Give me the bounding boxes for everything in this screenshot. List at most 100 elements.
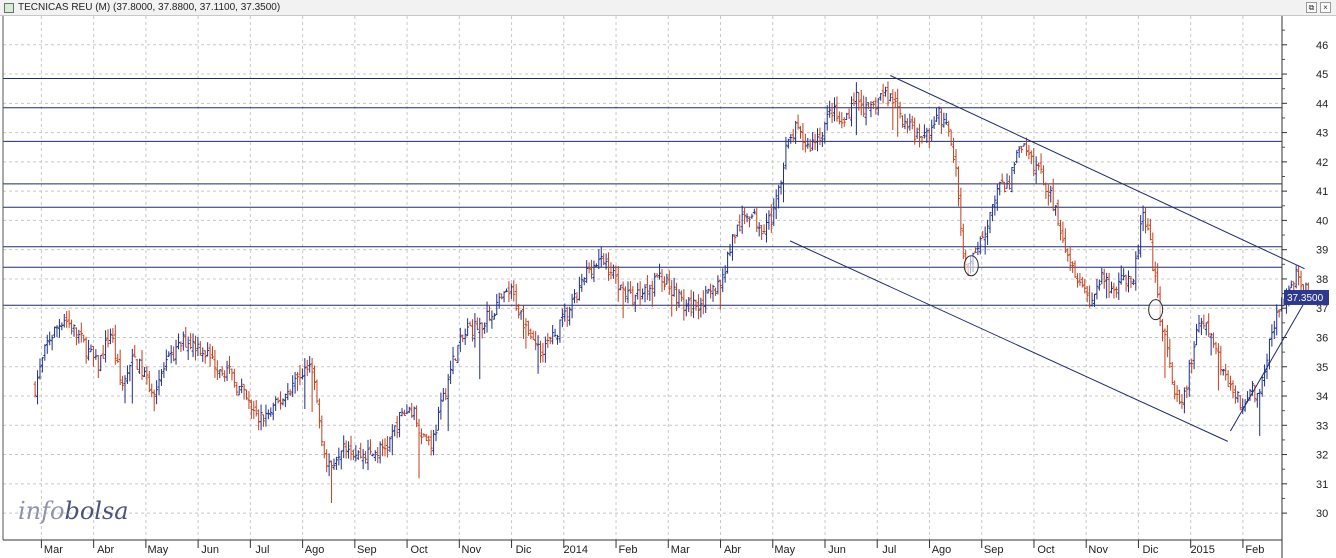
x-tick-label: Sep [984,544,1004,556]
ohlc-bar [716,275,720,295]
ohlc-bar [995,183,999,211]
ohlc-bar [247,391,251,409]
ohlc-bar [918,123,922,148]
ohlc-bar [1204,322,1208,336]
trendlines [789,75,1310,442]
y-tick-label: 33 [1316,420,1328,432]
ohlc-bar [689,289,693,317]
ohlc-bar [227,356,231,375]
x-tick-label: Nov [462,544,482,556]
ohlc-bar [1092,293,1096,307]
ohlc-bar [305,359,309,377]
ohlc-bar [368,439,372,455]
ohlc-bar [125,365,129,384]
ohlc-bar [641,288,645,300]
ohlc-bar [291,375,295,398]
ohlc-bar [172,346,176,362]
ohlc-bar [910,115,914,130]
ohlc-bar [869,101,873,118]
ohlc-bar [1105,272,1109,299]
y-tick-label: 44 [1316,98,1328,110]
ohlc-bar [1114,286,1118,298]
ohlc-bar [937,106,941,125]
ohlc-bar [67,310,71,328]
ohlc-bar [1054,205,1058,216]
y-axis-labels: 30 31 32 33 34 35 36 37 38 39 40 41 42 43 44 45 46 [1316,40,1328,520]
ohlc-bar [480,322,484,339]
ohlc-bar [718,279,722,310]
ohlc-bar [816,128,820,152]
ohlc-bar [1289,280,1293,289]
ohlc-bar [592,260,596,283]
ohlc-bar [1046,183,1050,206]
ohlc-bar [1292,281,1296,292]
ohlc-bar [990,204,994,222]
ohlc-bar [1219,345,1223,376]
ohlc-bar [772,198,776,226]
trendline [1229,294,1310,432]
ohlc-bar [453,358,457,361]
ohlc-bar [1034,156,1038,184]
ohlc-bar [179,341,183,352]
ohlc-bar [896,88,900,137]
ohlc-bar [903,113,907,130]
ohlc-bar [791,128,795,143]
ohlc-bar [87,339,91,361]
ohlc-bar [650,280,654,307]
grid [3,16,1282,540]
ohlc-bar [786,138,790,149]
ohlc-bar [101,344,105,359]
ohlc-bar [830,103,834,123]
ohlc-bar [1066,248,1070,262]
ohlc-bar [1090,292,1094,307]
ohlc-bar [1124,274,1128,292]
ohlc-bar [679,290,683,302]
ohlc-bar [777,184,781,209]
logo-text-bolsa: bolsa [64,497,128,525]
ohlc-bar [1229,375,1233,391]
y-tick-label: 32 [1316,450,1328,462]
ohlc-bar [706,288,710,294]
ohlc-bar [1061,221,1065,243]
price-chart[interactable]: 30 31 32 33 34 35 36 37 38 39 40 41 42 43 44 45 46 Mar Ab… [0,16,1336,558]
ohlc-bar [422,433,426,438]
ohlc-bar [871,100,875,110]
ohlc-bar [286,383,290,401]
y-tick-label: 31 [1316,479,1328,491]
ohlc-bar [74,327,78,346]
ohlc-bar [764,213,768,243]
ohlc-bar [884,86,888,97]
ohlc-bar [633,294,637,313]
ohlc-bar [162,362,166,379]
ohlc-bar [653,272,657,297]
ohlc-bar [774,189,778,220]
ohlc-bar [237,385,241,396]
ohlc-bar [385,435,389,458]
ohlc-bar [1260,375,1264,397]
ohlc-bar [1148,218,1152,241]
ohlc-bar [458,327,462,353]
ohlc-bar [881,83,885,104]
ohlc-bar [808,139,812,152]
ohlc-bar [1015,150,1019,164]
ohlc-bar [531,330,535,340]
y-tick-label: 34 [1316,391,1328,403]
trendline [890,75,1305,270]
ohlc-bar [986,219,990,245]
restore-button[interactable]: ⧉ [1306,2,1317,13]
close-button[interactable]: × [1320,2,1331,13]
ohlc-bar [696,294,700,320]
ohlc-bar [667,270,671,295]
ohlc-bar [801,122,805,151]
y-tick-label: 38 [1316,274,1328,286]
ohlc-bar [1161,318,1165,342]
ohlc-bar [1080,277,1084,288]
ohlc-bar [519,310,523,320]
ohlc-bar [806,137,810,149]
ohlc-bar [310,357,314,413]
ohlc-bar [607,252,611,281]
ohlc-bar [36,370,40,405]
ohlc-bar [298,364,302,386]
ohlc-bar [573,289,577,304]
ohlc-bar [534,331,538,351]
